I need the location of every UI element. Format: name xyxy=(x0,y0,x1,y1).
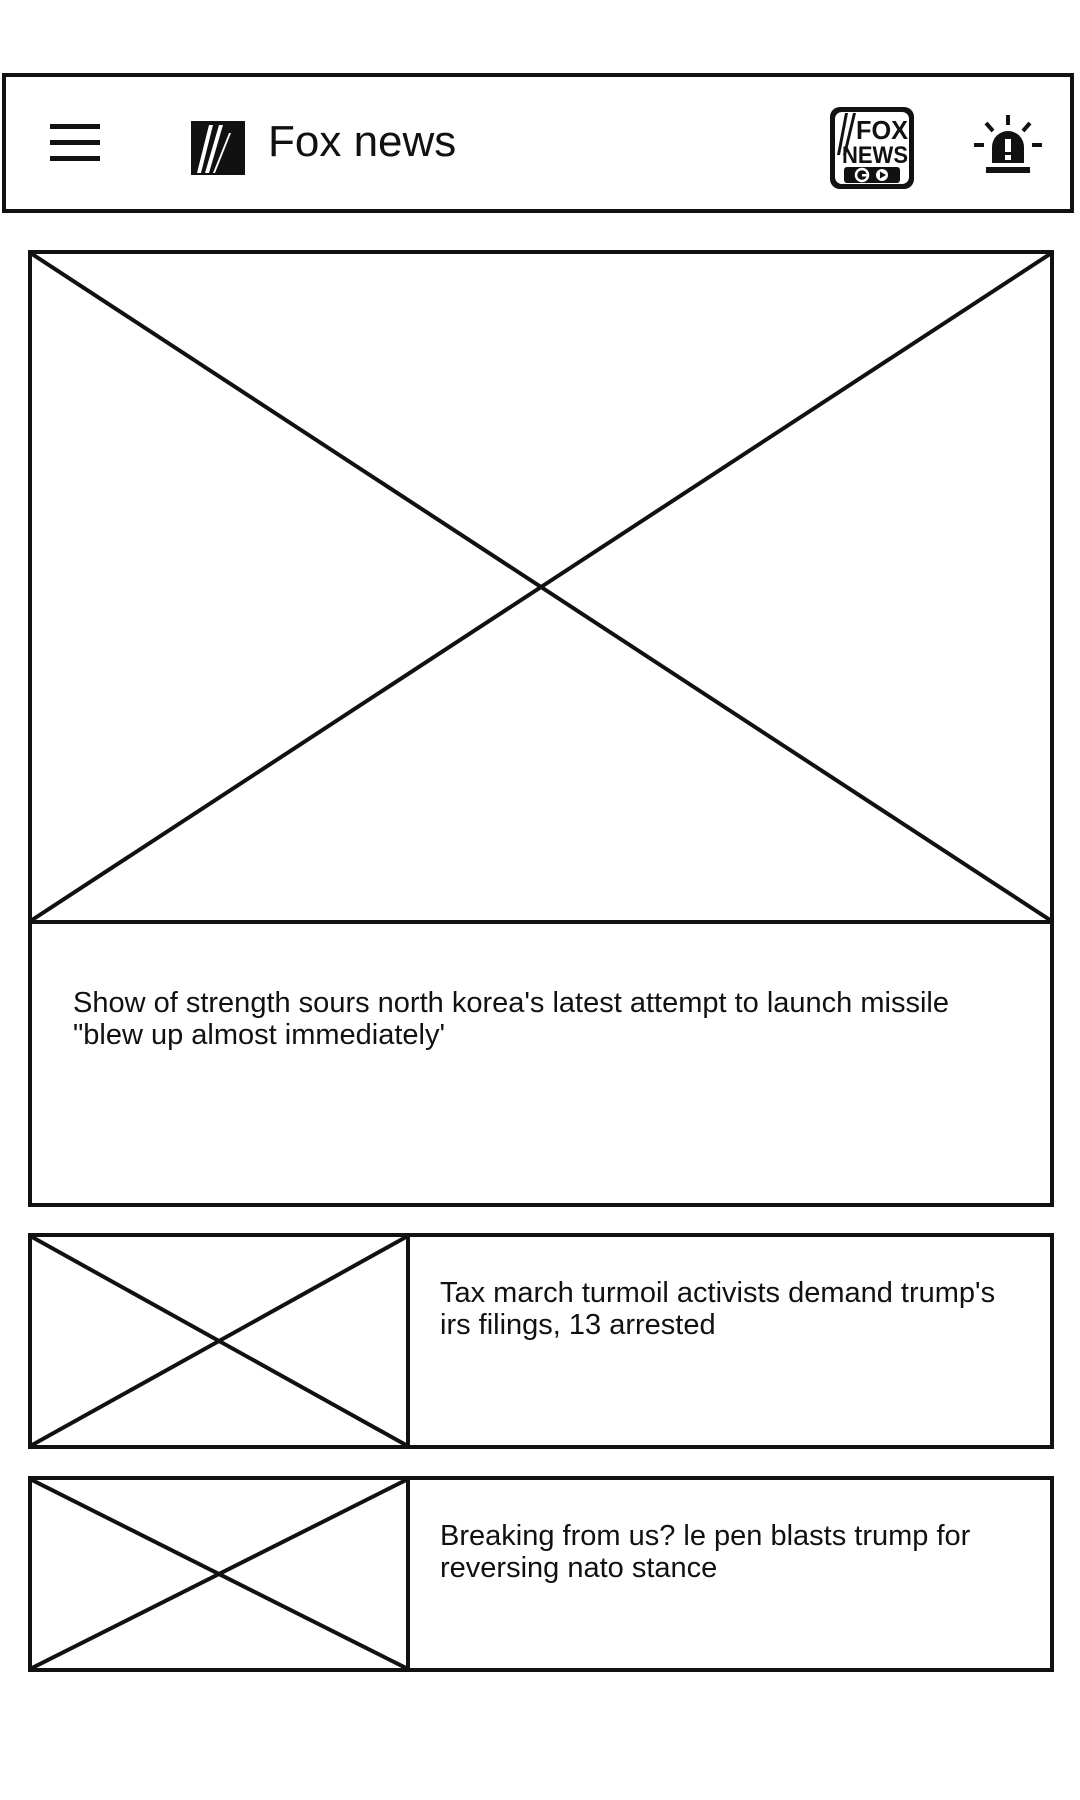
article-card[interactable]: Tax march turmoil activists demand trump… xyxy=(28,1233,1054,1449)
image-placeholder-icon xyxy=(32,254,1050,924)
hamburger-menu-icon xyxy=(50,124,100,161)
page-title: Fox news xyxy=(268,117,457,166)
image-placeholder-icon xyxy=(32,1237,410,1445)
siren-alert-icon xyxy=(974,115,1042,173)
app-header: Fox news FOX NEWS xyxy=(2,73,1074,213)
fox-news-go-button[interactable]: FOX NEWS xyxy=(828,105,916,191)
svg-text:NEWS: NEWS xyxy=(842,142,908,169)
image-placeholder-icon xyxy=(32,1480,410,1668)
article-headline[interactable]: Breaking from us? le pen blasts trump fo… xyxy=(440,1520,971,1584)
svg-text:FOX: FOX xyxy=(856,115,909,145)
fox-news-go-logo: FOX NEWS xyxy=(830,107,914,189)
article-headline[interactable]: Show of strength sours north korea's lat… xyxy=(73,987,949,1051)
menu-button[interactable] xyxy=(46,121,104,165)
fox-news-logo-icon xyxy=(189,119,247,177)
alert-button[interactable] xyxy=(972,113,1044,179)
featured-article-card[interactable]: Show of strength sours north korea's lat… xyxy=(28,250,1054,1207)
article-card[interactable]: Breaking from us? le pen blasts trump fo… xyxy=(28,1476,1054,1672)
article-headline[interactable]: Tax march turmoil activists demand trump… xyxy=(440,1277,996,1341)
